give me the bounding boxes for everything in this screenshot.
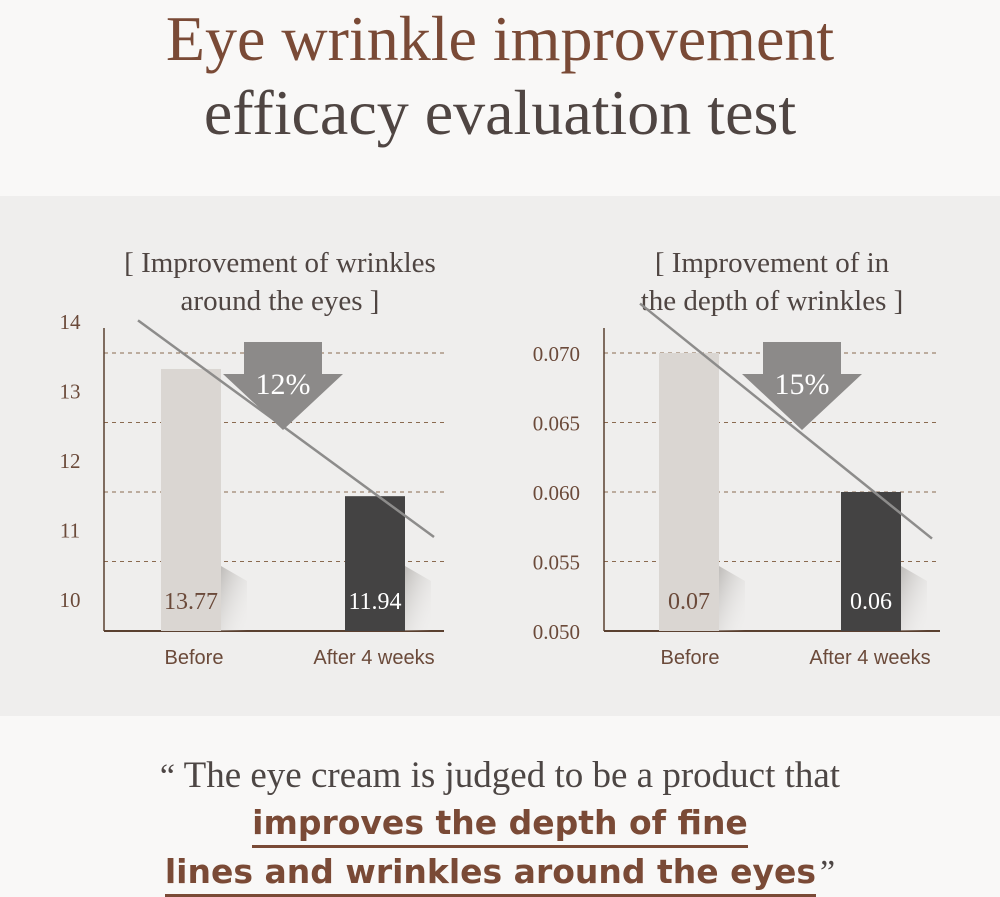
- trend-line: [639, 302, 933, 540]
- page-title-line2: efficacy evaluation test: [203, 77, 797, 148]
- down-arrow-icon: [223, 342, 343, 430]
- quote-line: “ The eye cream is judged to be a produc…: [0, 752, 1000, 801]
- quote-text: The eye cream is judged to be a product …: [183, 755, 841, 796]
- quote-block: “ The eye cream is judged to be a produc…: [0, 752, 1000, 897]
- bar-after: [345, 496, 405, 631]
- x-category-label: After 4 weeks: [313, 647, 434, 669]
- page-title-line1: Eye wrinkle improvement: [165, 3, 835, 74]
- bar-shadow: [405, 566, 431, 631]
- bar-shadow: [221, 566, 247, 631]
- x-category-label: Before: [165, 647, 224, 669]
- y-tick-label: 0.065: [533, 412, 580, 436]
- bar-value-label: 0.07: [668, 589, 710, 615]
- y-tick-label: 11: [60, 519, 80, 543]
- down-arrow-icon: [742, 342, 862, 430]
- y-tick-label: 13: [60, 380, 81, 404]
- quote-highlight-2-wrap: lines and wrinkles around the eyes ”: [0, 850, 1000, 897]
- page-title: Eye wrinkle improvement efficacy evaluat…: [0, 2, 1000, 150]
- quote-highlight-1: improves the depth of fine: [252, 801, 748, 848]
- chart-title-line1: [ Improvement of in: [655, 247, 890, 279]
- y-tick-label: 14: [60, 310, 82, 334]
- bar-before: [161, 368, 221, 631]
- bar-value-label: 0.06: [850, 589, 892, 615]
- x-category-label: Before: [661, 647, 720, 669]
- y-tick-label: 0.050: [533, 620, 580, 644]
- bar-shadow: [719, 566, 745, 631]
- y-tick-label: 10: [60, 588, 81, 612]
- bar-after: [841, 492, 901, 631]
- y-tick-label: 0.070: [533, 342, 580, 366]
- chart-title-line1: [ Improvement of wrinkles: [124, 247, 436, 279]
- y-tick-label: 0.055: [533, 551, 580, 575]
- y-tick-label: 12: [60, 449, 81, 473]
- quote-highlight-1-wrap: improves the depth of fine: [0, 801, 1000, 848]
- bar-before: [659, 353, 719, 631]
- x-category-label: After 4 weeks: [809, 647, 930, 669]
- quote-open-mark: “: [159, 758, 175, 795]
- chart-title-line2: the depth of wrinkles ]: [641, 285, 904, 317]
- quote-highlight-2: lines and wrinkles around the eyes: [164, 850, 817, 897]
- bar-value-label: 11.94: [348, 589, 401, 615]
- chart-title-line2: around the eyes ]: [181, 285, 380, 317]
- reduction-badge: 12%: [256, 368, 311, 401]
- quote-close-mark: ”: [820, 854, 836, 891]
- trend-line: [137, 319, 435, 538]
- y-tick-label: 0.060: [533, 481, 580, 505]
- bar-value-label: 13.77: [164, 589, 218, 615]
- bar-shadow: [901, 566, 927, 631]
- reduction-badge: 15%: [775, 368, 830, 401]
